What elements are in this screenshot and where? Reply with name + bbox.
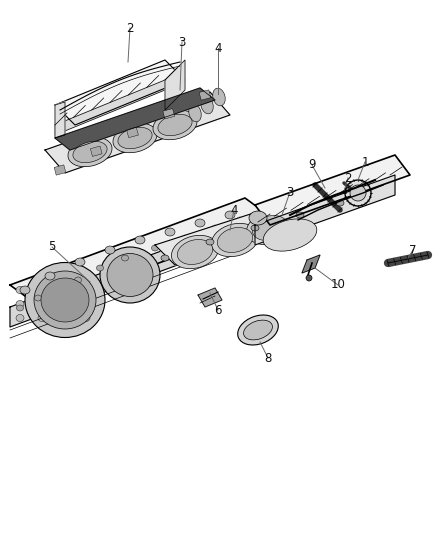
Ellipse shape <box>41 278 89 322</box>
Ellipse shape <box>225 211 235 219</box>
Ellipse shape <box>201 96 213 114</box>
Ellipse shape <box>336 200 344 206</box>
Ellipse shape <box>350 185 366 201</box>
Ellipse shape <box>213 88 225 106</box>
Polygon shape <box>165 60 185 110</box>
Ellipse shape <box>244 320 272 340</box>
Polygon shape <box>55 60 185 125</box>
Polygon shape <box>198 288 222 307</box>
Bar <box>199 90 211 100</box>
Ellipse shape <box>118 127 152 149</box>
Ellipse shape <box>152 245 159 251</box>
Ellipse shape <box>165 228 175 236</box>
Ellipse shape <box>82 301 90 308</box>
Text: 5: 5 <box>48 240 56 254</box>
Ellipse shape <box>20 286 30 294</box>
Ellipse shape <box>60 301 68 308</box>
Polygon shape <box>55 80 165 135</box>
Text: 2: 2 <box>126 21 134 35</box>
Ellipse shape <box>68 138 112 167</box>
Ellipse shape <box>25 262 105 337</box>
Text: 2: 2 <box>344 172 352 184</box>
Bar <box>127 127 138 138</box>
Text: 7: 7 <box>409 244 417 256</box>
Ellipse shape <box>251 225 259 231</box>
Ellipse shape <box>96 265 103 271</box>
Ellipse shape <box>74 277 81 283</box>
Ellipse shape <box>212 223 258 257</box>
Ellipse shape <box>306 275 312 281</box>
Ellipse shape <box>107 254 153 296</box>
Ellipse shape <box>73 141 107 163</box>
Polygon shape <box>10 220 245 327</box>
Text: 4: 4 <box>230 204 238 216</box>
Ellipse shape <box>75 258 85 266</box>
Ellipse shape <box>45 272 55 280</box>
Text: 4: 4 <box>214 42 222 54</box>
Text: 8: 8 <box>264 351 272 365</box>
Text: 10: 10 <box>331 279 346 292</box>
Ellipse shape <box>238 315 278 345</box>
Ellipse shape <box>217 228 253 253</box>
Ellipse shape <box>206 239 214 245</box>
Bar <box>54 165 66 175</box>
Ellipse shape <box>252 215 288 240</box>
Ellipse shape <box>345 180 371 206</box>
Ellipse shape <box>189 104 201 122</box>
Ellipse shape <box>177 239 213 264</box>
Ellipse shape <box>16 301 24 308</box>
Polygon shape <box>55 88 215 150</box>
Text: 3: 3 <box>178 36 186 49</box>
Ellipse shape <box>195 219 205 227</box>
Text: 9: 9 <box>308 158 316 172</box>
Polygon shape <box>155 185 360 265</box>
Ellipse shape <box>82 287 90 294</box>
Ellipse shape <box>38 287 46 294</box>
Ellipse shape <box>16 314 24 321</box>
Ellipse shape <box>34 271 96 329</box>
Polygon shape <box>55 102 65 138</box>
Text: 1: 1 <box>361 156 369 168</box>
Polygon shape <box>255 175 395 245</box>
Ellipse shape <box>296 212 304 218</box>
Polygon shape <box>45 92 230 173</box>
Text: 3: 3 <box>286 185 294 198</box>
Bar <box>90 146 102 156</box>
Ellipse shape <box>38 314 46 321</box>
Ellipse shape <box>105 246 115 254</box>
Ellipse shape <box>38 301 46 308</box>
Ellipse shape <box>249 211 267 225</box>
Ellipse shape <box>100 247 160 303</box>
Ellipse shape <box>121 255 128 261</box>
Ellipse shape <box>158 115 192 136</box>
Ellipse shape <box>35 295 42 301</box>
Ellipse shape <box>17 305 24 311</box>
Text: 6: 6 <box>214 303 222 317</box>
Ellipse shape <box>135 236 145 244</box>
Bar <box>163 109 175 119</box>
Ellipse shape <box>161 255 169 261</box>
Ellipse shape <box>237 217 244 223</box>
Ellipse shape <box>263 219 317 251</box>
Ellipse shape <box>153 110 197 140</box>
Ellipse shape <box>60 287 68 294</box>
Polygon shape <box>255 155 410 225</box>
Ellipse shape <box>54 285 61 291</box>
Ellipse shape <box>171 236 219 269</box>
Polygon shape <box>302 255 320 273</box>
Ellipse shape <box>113 123 157 153</box>
Ellipse shape <box>181 235 188 241</box>
Ellipse shape <box>60 314 68 321</box>
Ellipse shape <box>247 212 293 245</box>
Polygon shape <box>10 198 275 307</box>
Ellipse shape <box>212 225 219 231</box>
Ellipse shape <box>16 287 24 294</box>
Ellipse shape <box>82 314 90 321</box>
